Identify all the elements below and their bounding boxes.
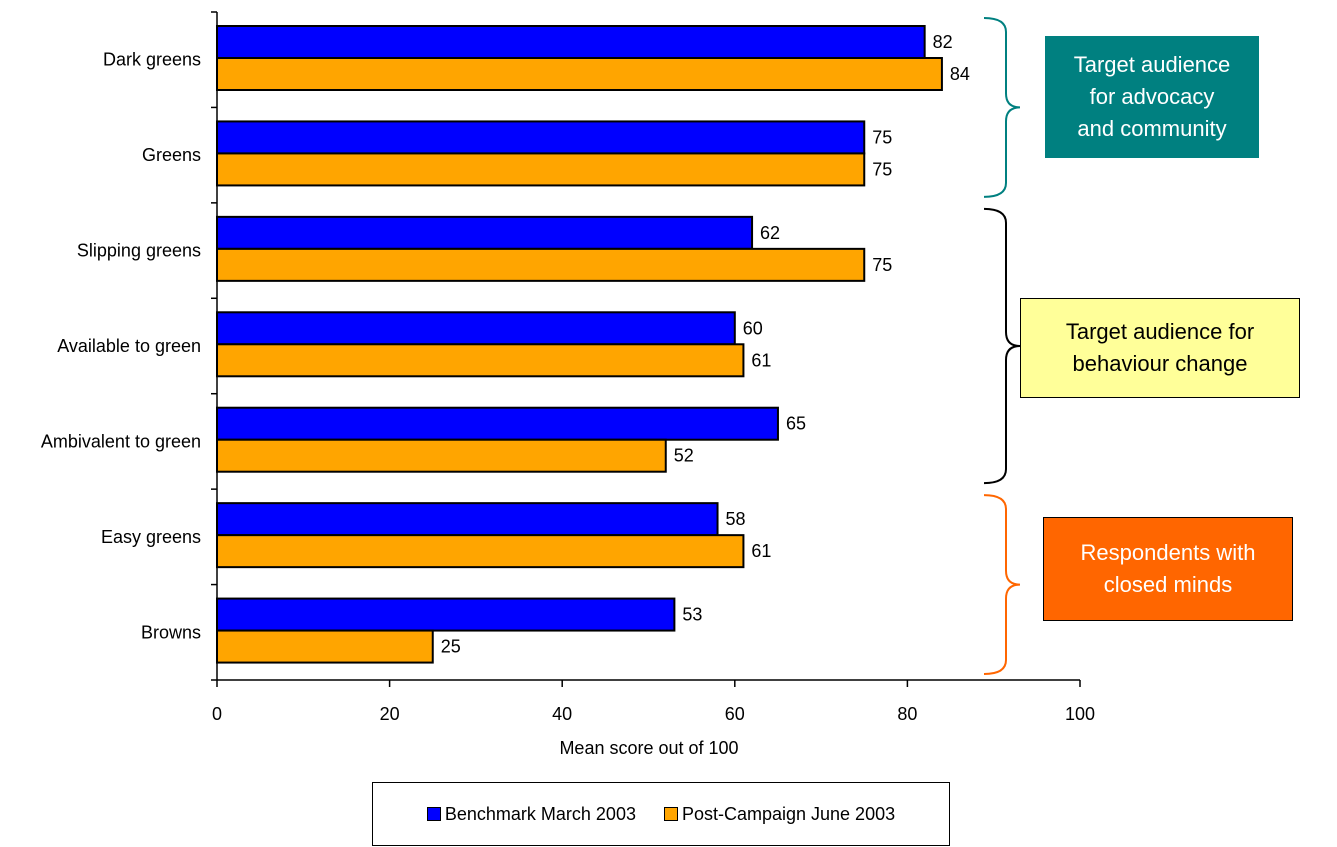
bar-post-campaign-ambivalent-to-green [216,438,667,473]
x-tick-label: 80 [897,704,917,724]
value-label: 75 [872,127,892,147]
callout-closed-minds: Respondents with closed minds [1043,517,1293,621]
value-label: 53 [682,605,702,625]
bar-benchmark-slipping-greens [216,215,754,250]
bar-chart: Dark greens Greens Slipping greens Availabl… [41,11,1095,758]
value-label: 52 [674,446,694,466]
value-label: 25 [441,637,461,657]
axes [211,11,1081,687]
bracket-2 [983,207,1021,485]
bar-benchmark-available-to-green [216,311,736,346]
legend-swatch-benchmark [426,807,441,821]
bar-benchmark-greens [216,120,866,155]
x-tick-label: 0 [212,704,222,724]
category-label-dark-greens: Dark greens [103,50,201,70]
bracket-1 [983,17,1021,198]
bar-post-campaign-browns [216,629,434,664]
value-label: 61 [751,541,771,561]
value-label: 84 [950,64,970,84]
legend-label-post-campaign: Post-Campaign June 2003 [681,803,896,824]
category-label-browns: Browns [141,622,201,642]
bar-post-campaign-slipping-greens [216,247,866,282]
category-label-greens: Greens [142,145,201,165]
legend: Benchmark March 2003 Post-Campaign June … [372,782,950,846]
x-tick-label: 100 [1065,704,1095,724]
category-label-available-to-green: Available to green [57,336,201,356]
value-label: 82 [933,32,953,52]
bracket-3 [983,494,1021,675]
bars [216,25,943,664]
value-label: 75 [872,159,892,179]
value-label: 58 [726,509,746,529]
bar-benchmark-easy-greens [216,502,719,537]
value-label: 65 [786,414,806,434]
callout-advocacy: Target audience for advocacy and communi… [1045,36,1259,158]
bar-post-campaign-easy-greens [216,534,745,569]
value-label: 62 [760,223,780,243]
callout-behaviour-change: Target audience for behaviour change [1020,298,1300,398]
category-label-slipping-greens: Slipping greens [77,241,201,261]
bar-post-campaign-greens [216,152,866,187]
legend-item-benchmark: Benchmark March 2003 [426,803,636,825]
category-label-ambivalent-to-green: Ambivalent to green [41,431,201,451]
x-tick-labels: 0 20 40 60 80 100 [212,704,1095,724]
value-label: 60 [743,318,763,338]
bar-post-campaign-dark-greens [216,57,943,91]
legend-swatch-post-campaign [663,807,678,821]
legend-label-benchmark: Benchmark March 2003 [444,803,636,824]
brackets [983,17,1021,675]
legend-item-post-campaign: Post-Campaign June 2003 [663,803,896,825]
category-label-easy-greens: Easy greens [101,527,201,547]
bar-benchmark-dark-greens [216,25,926,59]
category-labels: Dark greens Greens Slipping greens Availabl… [41,50,201,643]
value-label: 75 [872,255,892,275]
x-tick-label: 60 [725,704,745,724]
x-tick-label: 40 [552,704,572,724]
bar-benchmark-ambivalent-to-green [216,406,779,441]
bar-post-campaign-available-to-green [216,343,745,378]
bar-benchmark-browns [216,597,676,632]
value-label: 61 [751,350,771,370]
x-tick-label: 20 [380,704,400,724]
x-axis-title: Mean score out of 100 [559,738,738,758]
